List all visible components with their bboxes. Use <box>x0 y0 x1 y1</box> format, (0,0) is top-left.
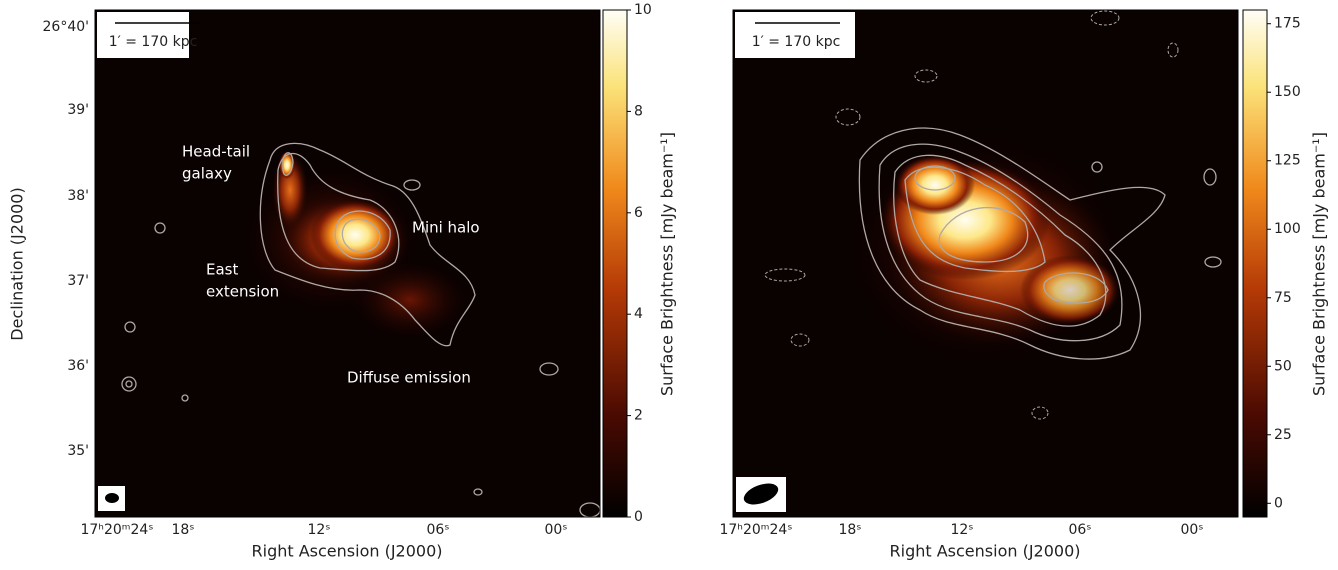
x-tick-label: 17ʰ20ᵐ24ˢ <box>719 522 792 538</box>
colorbar-tick-label: 150 <box>1274 84 1301 100</box>
annotation: Mini halo <box>412 219 480 237</box>
y-tick-label: 37' <box>67 273 89 289</box>
colorbar <box>603 10 627 517</box>
scale-bar-label: 1′ = 170 kpc <box>109 34 198 50</box>
annotation: Head-tail <box>182 143 250 161</box>
y-tick-label: 38' <box>67 188 89 204</box>
y-tick-label: 39' <box>67 102 89 118</box>
annotation: galaxy <box>182 165 232 183</box>
colorbar-tick-label: 8 <box>634 103 643 119</box>
colorbar-label: Surface Brightness [mJy beam⁻¹] <box>1310 132 1329 396</box>
beam <box>105 493 119 503</box>
x-tick-label: 00ˢ <box>544 522 567 538</box>
x-axis-label: Right Ascension (J2000) <box>890 542 1081 561</box>
annotation: East <box>206 261 238 279</box>
y-tick-label: 36' <box>67 358 89 374</box>
colorbar-tick-label: 50 <box>1274 358 1292 374</box>
x-axis-label: Right Ascension (J2000) <box>252 542 443 561</box>
annotation: Diffuse emission <box>347 369 471 387</box>
x-tick-label: 18ˢ <box>171 522 194 538</box>
radio-image <box>733 10 1238 517</box>
x-tick-label: 12ˢ <box>307 522 330 538</box>
x-tick-label: 00ˢ <box>1180 522 1203 538</box>
colorbar <box>1243 10 1267 517</box>
x-tick-label: 12ˢ <box>950 522 973 538</box>
colorbar-tick-label: 0 <box>634 509 643 525</box>
x-tick-label: 06ˢ <box>1068 522 1091 538</box>
y-axis-label: Declination (J2000) <box>8 187 27 340</box>
colorbar-tick-label: 100 <box>1274 221 1301 237</box>
colorbar-tick-label: 2 <box>634 408 643 424</box>
x-tick-label: 17ʰ20ᵐ24ˢ <box>80 522 153 538</box>
colorbar-tick-label: 75 <box>1274 290 1292 306</box>
colorbar-tick-label: 10 <box>634 2 652 18</box>
colorbar-tick-label: 0 <box>1274 495 1283 511</box>
figure: 1′ = 170 kpc 1′ = 170 kpc Declination (J… <box>0 0 1338 566</box>
colorbar-tick-label: 4 <box>634 306 643 322</box>
colorbar-tick-label: 25 <box>1274 427 1292 443</box>
colorbar-label: Surface Brightness [mJy beam⁻¹] <box>658 132 677 396</box>
x-tick-label: 06ˢ <box>426 522 449 538</box>
radio-image <box>95 10 600 517</box>
colorbar-tick-label: 125 <box>1274 153 1301 169</box>
colorbar-tick-label: 6 <box>634 205 643 221</box>
y-tick-label: 35' <box>67 443 89 459</box>
annotation: extension <box>206 283 279 301</box>
y-tick-label: 26°40' <box>43 19 89 35</box>
x-tick-label: 18ˢ <box>838 522 861 538</box>
scale-bar-label: 1′ = 170 kpc <box>752 34 841 50</box>
colorbar-tick-label: 175 <box>1274 16 1301 32</box>
